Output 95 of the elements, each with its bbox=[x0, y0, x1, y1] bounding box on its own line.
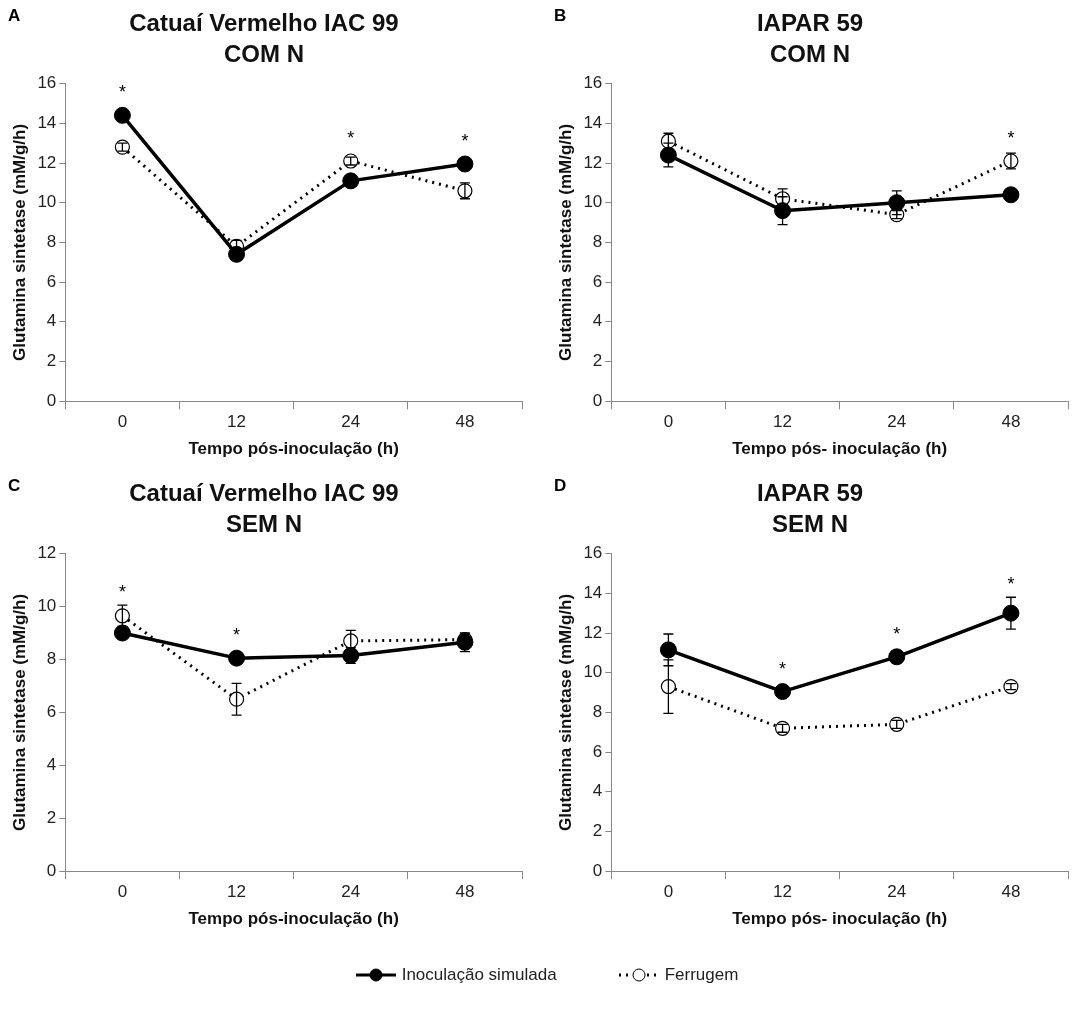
y-tick-label: 4 bbox=[592, 311, 603, 331]
x-tick-label: 0 bbox=[663, 412, 674, 432]
point bbox=[228, 691, 245, 707]
y-tick-label: 12 bbox=[583, 622, 603, 642]
chart-title: Catuaí Vermelho IAC 99 bbox=[129, 9, 399, 37]
y-tick-label: 0 bbox=[46, 860, 57, 880]
x-axis-title: Tempo pós-inoculação (h) bbox=[188, 439, 399, 459]
y-tick-label: 10 bbox=[37, 596, 57, 616]
chart-subtitle: COM N bbox=[224, 39, 304, 67]
chart-title: IAPAR 59 bbox=[756, 479, 864, 507]
y-tick-label: 2 bbox=[592, 821, 603, 841]
y-axis-title: Glutamina sintetase (mM/g/h) bbox=[9, 123, 29, 361]
annotation: * bbox=[347, 127, 355, 148]
x-tick-label: 12 bbox=[227, 882, 247, 902]
point bbox=[342, 172, 360, 190]
x-axis-title: Tempo pós-inoculação (h) bbox=[188, 909, 399, 929]
y-tick-label: 6 bbox=[46, 702, 57, 722]
point bbox=[774, 202, 792, 220]
x-tick-label: 48 bbox=[455, 412, 475, 432]
y-tick-label: 12 bbox=[37, 543, 57, 563]
annotation: * bbox=[233, 625, 241, 646]
x-tick-label: 0 bbox=[663, 882, 674, 902]
x-tick-label: 12 bbox=[227, 412, 247, 432]
y-tick-label: 8 bbox=[592, 232, 603, 252]
text: C bbox=[8, 476, 21, 496]
chart-title: IAPAR 59 bbox=[756, 9, 864, 37]
y-tick-label: 4 bbox=[592, 781, 603, 801]
annotation: * bbox=[1007, 574, 1015, 595]
y-tick-label: 12 bbox=[583, 152, 603, 172]
y-tick-label: 6 bbox=[592, 741, 603, 761]
y-tick-label: 16 bbox=[583, 73, 603, 93]
point bbox=[114, 608, 130, 624]
point bbox=[228, 245, 246, 263]
point bbox=[456, 155, 474, 173]
chart-title: Catuaí Vermelho IAC 99 bbox=[129, 479, 399, 507]
annotation: * bbox=[118, 82, 126, 103]
y-tick-label: 10 bbox=[583, 192, 603, 212]
y-tick-label: 10 bbox=[583, 662, 603, 682]
y-tick-label: 14 bbox=[37, 112, 57, 132]
x-tick-label: 0 bbox=[117, 412, 128, 432]
x-tick-label: 48 bbox=[455, 882, 475, 902]
y-tick-label: 16 bbox=[583, 543, 603, 563]
y-tick-label: 4 bbox=[46, 755, 57, 775]
x-tick-label: 12 bbox=[773, 412, 793, 432]
text: A bbox=[8, 6, 21, 26]
y-tick-label: 2 bbox=[592, 351, 603, 371]
chart-subtitle: SEM N bbox=[225, 509, 303, 537]
y-tick-label: 10 bbox=[37, 192, 57, 212]
x-tick-label: 24 bbox=[341, 882, 361, 902]
legend-label: Inoculação simulada bbox=[401, 965, 557, 985]
point bbox=[113, 106, 131, 124]
annotation: * bbox=[779, 658, 787, 679]
annotation: * bbox=[1007, 127, 1015, 148]
y-tick-label: 8 bbox=[46, 649, 57, 669]
x-tick-label: 24 bbox=[887, 412, 907, 432]
annotation: * bbox=[118, 582, 126, 603]
x-tick-label: 12 bbox=[773, 882, 793, 902]
y-tick-label: 14 bbox=[583, 582, 603, 602]
legend-label: Ferrugem bbox=[664, 965, 739, 985]
annotation: * bbox=[893, 623, 901, 644]
y-tick-label: 4 bbox=[46, 311, 57, 331]
x-tick-label: 48 bbox=[1001, 412, 1021, 432]
x-tick-label: 48 bbox=[1001, 882, 1021, 902]
x-tick-label: 24 bbox=[887, 882, 907, 902]
point bbox=[888, 194, 906, 212]
x-axis-title: Tempo pós- inoculação (h) bbox=[732, 909, 948, 929]
y-axis-title: Glutamina sintetase (mM/g/h) bbox=[555, 593, 575, 831]
y-tick-label: 0 bbox=[46, 390, 57, 410]
x-tick-label: 24 bbox=[341, 412, 361, 432]
point bbox=[659, 641, 677, 659]
chart-subtitle: COM N bbox=[770, 39, 850, 67]
y-axis-title: Glutamina sintetase (mM/g/h) bbox=[9, 593, 29, 831]
point bbox=[113, 624, 131, 642]
y-axis-title: Glutamina sintetase (mM/g/h) bbox=[555, 123, 575, 361]
chart-subtitle: SEM N bbox=[771, 509, 849, 537]
y-tick-label: 12 bbox=[37, 152, 57, 172]
y-tick-label: 14 bbox=[583, 112, 603, 132]
text: B bbox=[554, 6, 567, 26]
point bbox=[774, 683, 792, 701]
point bbox=[228, 649, 246, 667]
y-tick-label: 6 bbox=[46, 271, 57, 291]
point bbox=[660, 679, 676, 695]
y-tick-label: 16 bbox=[37, 73, 57, 93]
y-tick-label: 8 bbox=[46, 232, 57, 252]
y-tick-label: 6 bbox=[592, 271, 603, 291]
y-tick-label: 0 bbox=[592, 390, 603, 410]
y-tick-label: 0 bbox=[592, 860, 603, 880]
y-tick-label: 2 bbox=[46, 351, 57, 371]
x-axis-title: Tempo pós- inoculação (h) bbox=[732, 439, 948, 459]
y-tick-label: 8 bbox=[592, 702, 603, 722]
x-tick-label: 0 bbox=[117, 882, 128, 902]
text: D bbox=[554, 476, 567, 496]
y-tick-label: 2 bbox=[46, 807, 57, 827]
point bbox=[1002, 186, 1020, 204]
annotation: * bbox=[461, 130, 469, 151]
